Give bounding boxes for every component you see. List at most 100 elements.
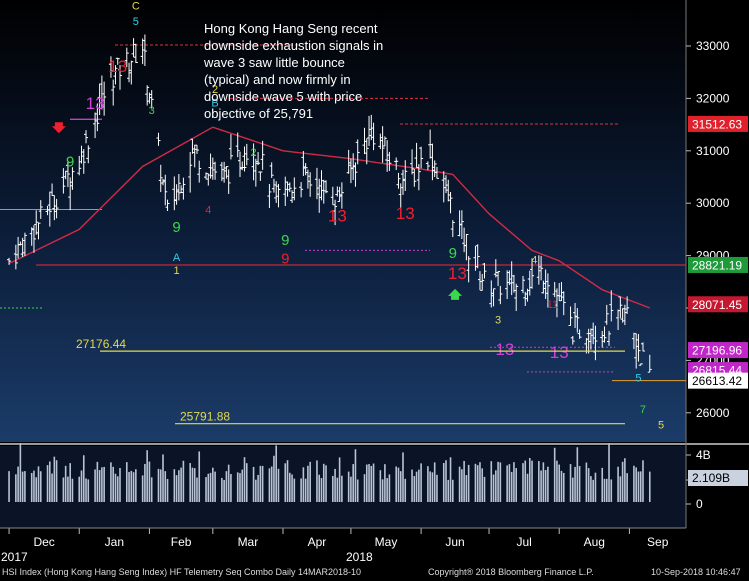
price-bar [93, 112, 98, 139]
price-bar [97, 83, 102, 116]
x-tick-label: Mar [238, 535, 259, 549]
volume-bar [132, 472, 135, 502]
volume-bar [239, 473, 241, 502]
volume-bar [338, 457, 341, 502]
td-count-marker: 13 [550, 343, 569, 362]
price-bar [523, 291, 528, 307]
volume-bar [637, 471, 640, 502]
volume-bar [442, 462, 445, 502]
price-bar [111, 79, 116, 106]
td-count-marker: 9 [281, 232, 289, 249]
volume-bar [395, 466, 398, 502]
td-count-marker: 2 [251, 147, 257, 159]
price-bar [525, 288, 530, 302]
price-bar [434, 166, 439, 179]
volume-bar [212, 467, 214, 502]
volume-bar [624, 458, 626, 502]
volume-bar [436, 474, 438, 502]
volume-bar [542, 462, 545, 502]
price-bar [577, 329, 582, 339]
volume-bar [71, 478, 74, 502]
price-bar [34, 210, 39, 235]
svg-text:28821.19: 28821.19 [692, 258, 742, 272]
td-count-marker: 13 [448, 264, 467, 283]
td-count-marker: B [211, 97, 218, 109]
price-bar [568, 306, 573, 326]
price-bar [38, 200, 43, 219]
volume-bar [397, 467, 400, 502]
volume-bar [429, 471, 431, 502]
volume-bar [180, 467, 182, 502]
price-bar [450, 220, 455, 238]
volume-bar [191, 467, 194, 502]
price-bar [607, 330, 612, 346]
volume-bar [189, 463, 191, 502]
volume-bar [531, 460, 533, 502]
price-bar [634, 333, 639, 369]
price-bar [600, 330, 605, 348]
volume-bar [510, 471, 513, 502]
volume-bar [413, 476, 416, 502]
price-bar [124, 47, 129, 68]
price-bar [54, 198, 59, 219]
price-bar [194, 144, 199, 154]
volume-bar [476, 465, 479, 502]
volume-bar [275, 445, 278, 502]
price-bar [145, 85, 150, 106]
volume-bar [515, 468, 517, 502]
td-count-marker: 13 [396, 204, 415, 223]
volume-bar [110, 462, 112, 502]
volume-bar [642, 460, 644, 502]
volume-bar [245, 463, 248, 502]
objective-label: 25791.88 [180, 410, 230, 424]
price-bar [256, 152, 261, 166]
price-bar [29, 227, 34, 246]
volume-bar [277, 468, 280, 502]
volume-bar [499, 462, 502, 502]
price-bar [142, 34, 147, 66]
price-bar [448, 191, 453, 214]
price-bar [489, 280, 494, 308]
volume-bar [384, 464, 386, 502]
price-bar [253, 158, 258, 187]
volume-bar [547, 466, 549, 502]
x-tick-label: Apr [308, 535, 327, 549]
y-tick-label: 32000 [696, 91, 730, 105]
price-bar [638, 363, 643, 366]
price-bar [108, 56, 113, 78]
price-bar [530, 258, 535, 289]
volume-bar [207, 473, 210, 502]
td-count-marker: 1 [174, 265, 180, 277]
price-bar [541, 280, 546, 294]
price-bar [430, 143, 435, 181]
price-bar [292, 177, 297, 201]
price-bar [339, 182, 344, 209]
volume-bar [119, 468, 121, 502]
volume-bar [150, 477, 153, 502]
x-tick-label: Feb [171, 535, 192, 549]
volume-bar [458, 466, 461, 502]
price-bar [226, 169, 231, 194]
volume-bar [608, 443, 610, 502]
price-bar [251, 143, 256, 181]
price-bar [380, 126, 385, 163]
td-count-marker: 9 [172, 219, 180, 236]
axis-panel-background [686, 0, 749, 581]
price-bar [425, 161, 430, 171]
volume-bar [141, 475, 144, 502]
volume-bar [386, 478, 388, 502]
volume-bar [243, 457, 246, 502]
volume-bar [576, 447, 579, 502]
volume-bar [162, 454, 164, 502]
volume-bar [556, 460, 558, 502]
td-count-marker: 9 [281, 250, 289, 267]
volume-bar [46, 465, 49, 502]
price-bar [50, 183, 55, 196]
volume-bar [399, 471, 402, 502]
price-bar [412, 168, 417, 187]
price-bar [382, 136, 387, 147]
volume-bar [209, 472, 212, 502]
price-bar [314, 167, 319, 200]
price-bar [305, 169, 310, 189]
